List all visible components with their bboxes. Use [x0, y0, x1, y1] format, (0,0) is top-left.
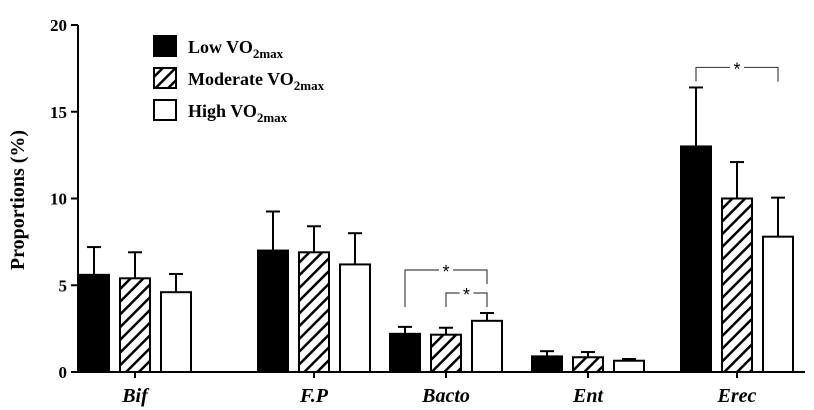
- category-label: Erec: [717, 385, 757, 407]
- bar: [339, 263, 371, 373]
- bar: [572, 356, 604, 374]
- y-axis-label: Proportions (%): [7, 130, 29, 270]
- bar: [471, 319, 503, 374]
- bar: [762, 235, 794, 373]
- bar: [160, 291, 192, 373]
- y-tick-label: 15: [50, 103, 67, 122]
- legend-label: Moderate VO2max: [188, 69, 325, 93]
- significance-star: *: [463, 285, 470, 305]
- category-label: Bif: [121, 385, 150, 407]
- significance-star: *: [733, 59, 740, 79]
- bar: [430, 333, 462, 374]
- bar: [531, 355, 563, 374]
- bar: [119, 277, 151, 373]
- legend-swatch: [153, 99, 177, 121]
- y-tick-label: 10: [50, 190, 67, 209]
- legend-label-subscript: 2max: [294, 78, 325, 93]
- bar: [389, 332, 421, 373]
- legend-label-subscript: 2max: [257, 110, 288, 125]
- y-tick-label: 0: [59, 363, 68, 382]
- y-tick-label: 5: [59, 276, 68, 295]
- significance-mask: [459, 286, 474, 301]
- legend-label-main: Low VO: [188, 37, 253, 57]
- legend-label-main: Moderate VO: [188, 69, 294, 89]
- bar: [680, 145, 712, 373]
- plot-area: 0 5 10 15 20 Bif F.P Bacto Ent Erec * * *: [50, 16, 805, 407]
- bar: [257, 249, 289, 373]
- significance-mask: [730, 60, 744, 75]
- legend-label: High VO2max: [188, 101, 288, 125]
- category-label: Bacto: [421, 385, 470, 407]
- legend-label: Low VO2max: [188, 37, 284, 61]
- legend-swatch: [153, 67, 177, 89]
- bar: [298, 251, 330, 373]
- y-tick-label: 20: [50, 16, 67, 35]
- category-label: F.P: [299, 385, 329, 407]
- category-label: Ent: [572, 385, 604, 407]
- bar: [78, 273, 110, 373]
- legend-label-subscript: 2max: [253, 46, 284, 61]
- bar: [613, 359, 645, 374]
- bar: [721, 197, 753, 373]
- legend-swatch: [153, 35, 177, 57]
- significance-mask: [439, 263, 453, 278]
- legend-label-main: High VO: [188, 101, 257, 121]
- significance-star: *: [442, 262, 449, 282]
